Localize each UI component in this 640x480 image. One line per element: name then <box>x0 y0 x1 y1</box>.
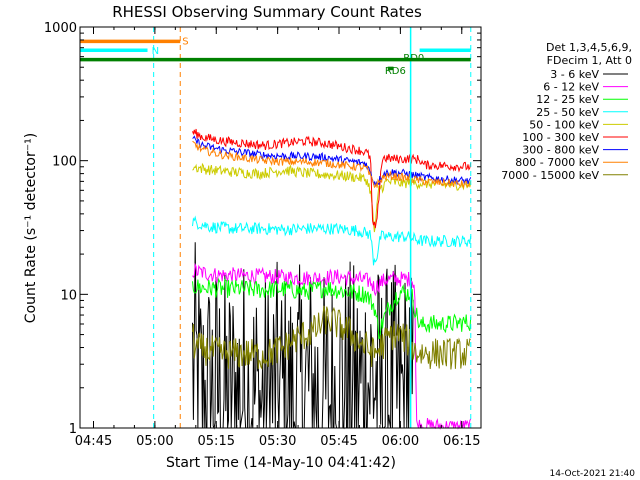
x-tick-label-6: 06:15 <box>443 434 480 449</box>
x-tick-label-1: 05:00 <box>136 434 173 449</box>
x-axis-label: Start Time (14-May-10 04:41:42) <box>166 455 396 471</box>
flag-label-1: N <box>152 46 159 57</box>
x-tick-label-0: 04:45 <box>75 434 112 449</box>
y-axis-label: Count Rate (s⁻¹ detector⁻¹) <box>23 133 39 323</box>
legend-label-6: 300 - 800 keV <box>522 144 599 157</box>
legend-label-5: 100 - 300 keV <box>522 131 599 144</box>
plot-frame <box>79 26 482 429</box>
series-line-3 <box>192 215 472 266</box>
axes-layer: 04:45 05:00 05:15 05:30 05:45 06:00 06:15 1 10 10… <box>44 21 481 449</box>
series-line-6 <box>192 135 472 188</box>
series-line-7 <box>192 140 472 189</box>
flag-label-0: S <box>182 37 188 48</box>
flag-label-4: RD6 <box>385 66 406 77</box>
x-tick-label-3: 05:30 <box>259 434 296 449</box>
series-layer <box>192 128 472 430</box>
legend-label-7: 800 - 7000 keV <box>515 156 599 169</box>
y-tick-label-0: 1 <box>69 422 77 437</box>
legend-label-2: 12 - 25 keV <box>536 93 599 106</box>
footer-timestamp: 14-Oct-2021 21:40 <box>550 469 636 479</box>
legend: Det 1,3,4,5,6,9,FDecim 1, Att 03 - 6 keV… <box>501 41 632 182</box>
chart-title: RHESSI Observing Summary Count Rates <box>112 3 422 21</box>
legend-header-0: Det 1,3,4,5,6,9, <box>546 41 632 54</box>
x-tick-label-4: 05:45 <box>320 434 357 449</box>
y-tick-label-2: 100 <box>52 155 77 170</box>
legend-header-1: FDecim 1, Att 0 <box>547 54 632 67</box>
series-line-8 <box>192 305 471 370</box>
series-line-2 <box>192 277 472 340</box>
legend-label-4: 50 - 100 keV <box>529 118 599 131</box>
legend-label-0: 3 - 6 keV <box>550 68 599 81</box>
x-tick-label-2: 05:15 <box>198 434 235 449</box>
y-tick-label-1: 10 <box>60 288 77 303</box>
flag-label-3: RD0 <box>403 53 424 64</box>
x-tick-label-5: 06:00 <box>382 434 419 449</box>
overlay-layer: S N RD0 RD6 <box>80 27 472 428</box>
legend-label-8: 7000 - 15000 keV <box>501 169 599 182</box>
series-line-5 <box>192 128 472 229</box>
legend-label-1: 6 - 12 keV <box>543 81 599 94</box>
y-tick-label-3: 1000 <box>44 21 77 36</box>
legend-label-3: 25 - 50 keV <box>536 106 599 119</box>
